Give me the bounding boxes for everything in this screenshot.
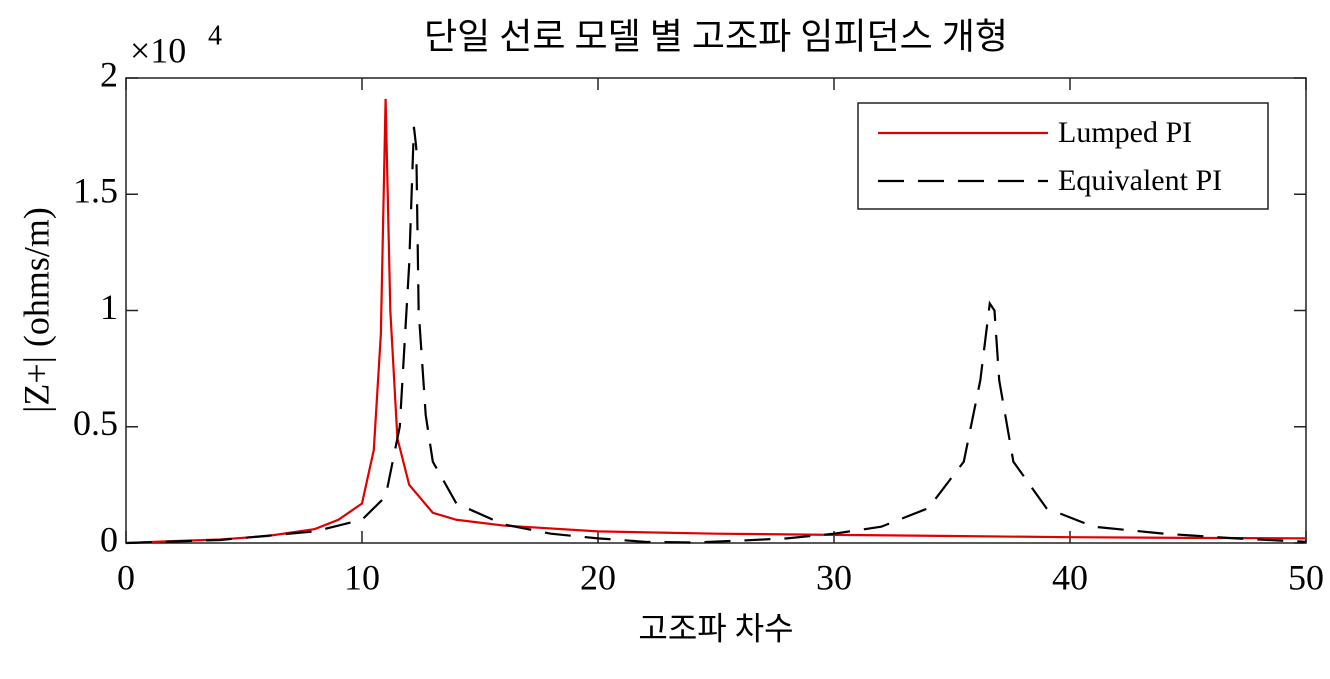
series-line xyxy=(125,126,1307,545)
x-axis-label: 고조파 차수 xyxy=(638,610,793,646)
y-multiplier-exponent: 4 xyxy=(208,20,222,51)
x-tick-label: 10 xyxy=(344,557,380,597)
y-tick-label: 1.5 xyxy=(73,171,118,211)
y-multiplier: ×10 xyxy=(130,30,186,70)
x-tick-label: 20 xyxy=(580,557,616,597)
x-tick-label: 0 xyxy=(117,557,135,597)
x-tick-label: 50 xyxy=(1288,557,1324,597)
y-tick-label: 0.5 xyxy=(73,403,118,443)
legend-label: Lumped PI xyxy=(1058,116,1192,149)
x-tick-label: 30 xyxy=(816,557,852,597)
legend-box xyxy=(857,102,1269,210)
y-tick-label: 0 xyxy=(100,519,118,559)
y-tick-label: 1 xyxy=(100,287,118,327)
y-axis-label: |Z+| (ohms/m) xyxy=(16,207,56,413)
legend-label: Equivalent PI xyxy=(1058,164,1222,197)
chart-title: 단일 선로 모델 별 고조파 임피던스 개형 xyxy=(424,16,1008,56)
x-tick-label: 40 xyxy=(1052,557,1088,597)
y-tick-label: 2 xyxy=(100,54,118,94)
